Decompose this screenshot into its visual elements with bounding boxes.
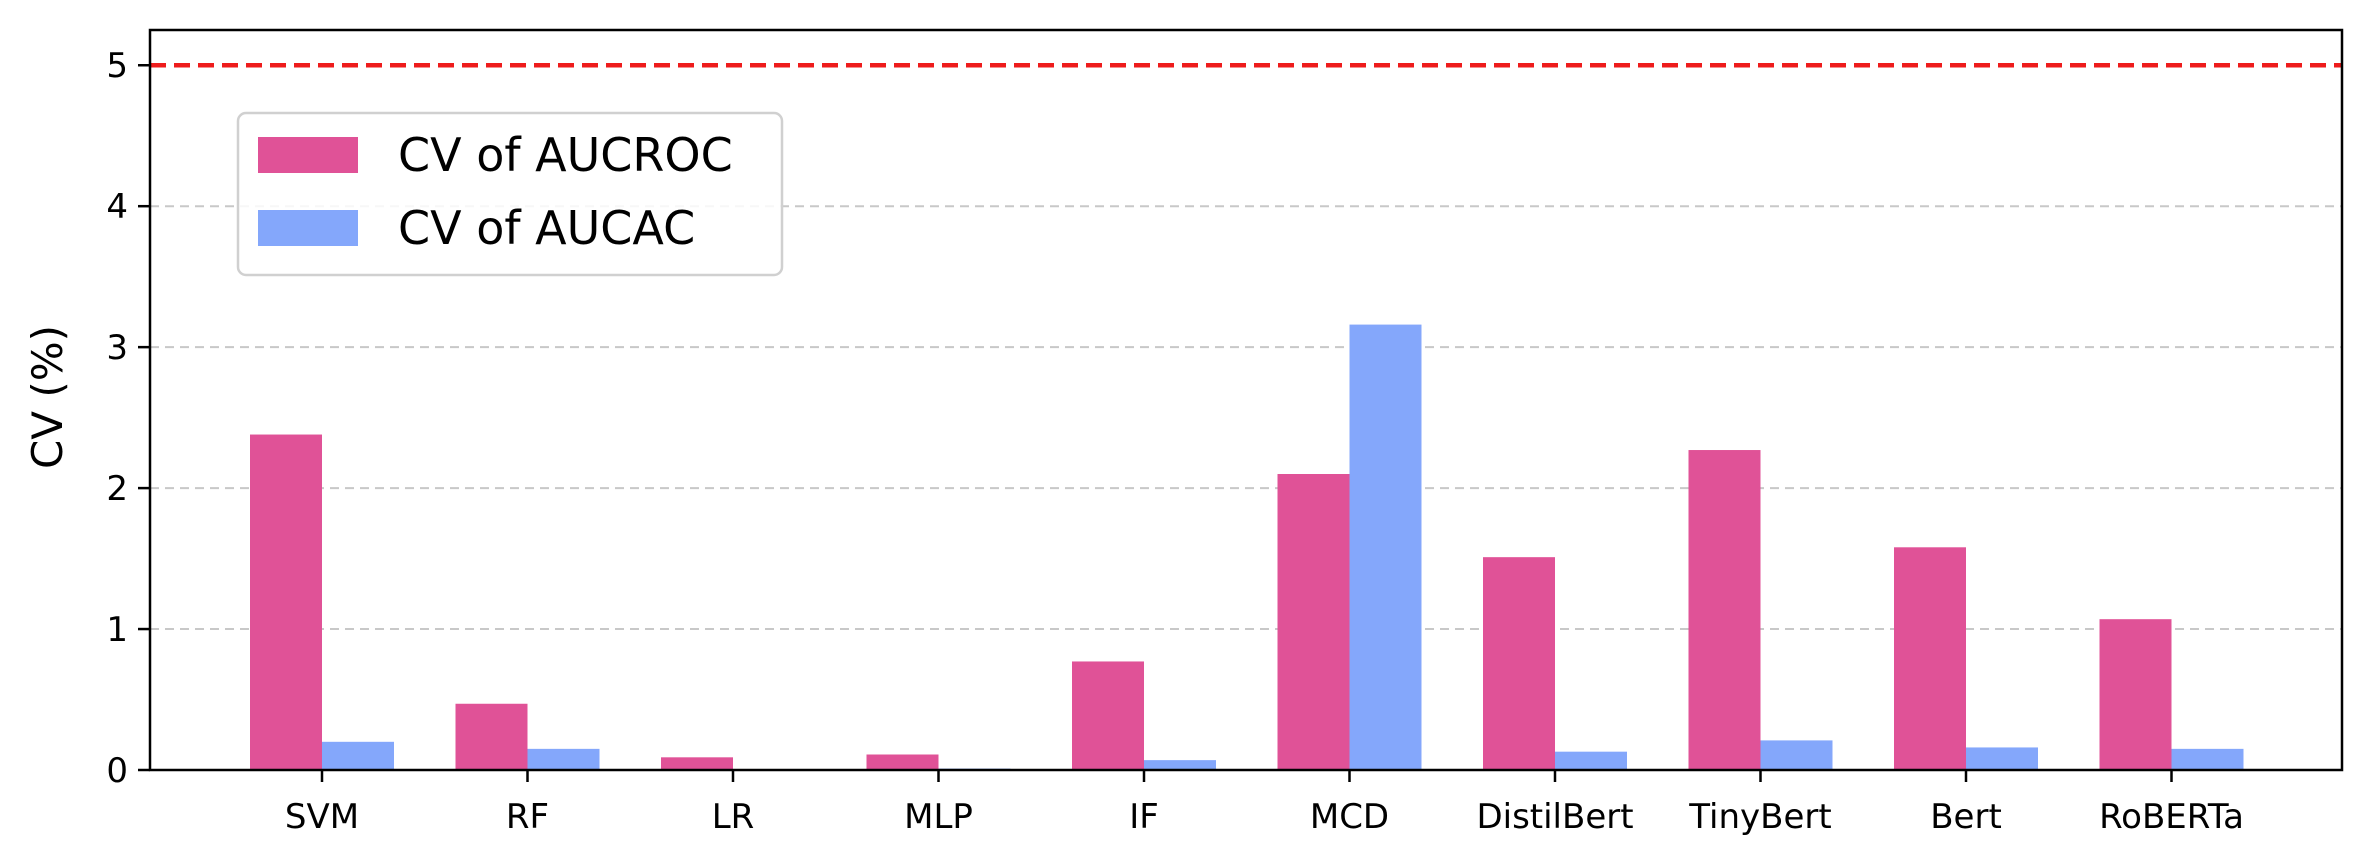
legend: CV of AUCROC CV of AUCAC	[236, 111, 784, 277]
x-tick-label-distilbert: DistilBert	[1476, 797, 1633, 837]
x-tick-label-roberta: RoBERTa	[2099, 797, 2244, 837]
legend-swatch-aucroc	[258, 137, 358, 173]
bar-aucac-rf	[527, 748, 600, 770]
x-tick-label-bert: Bert	[1930, 797, 2002, 837]
x-tick-label-svm: SVM	[285, 797, 359, 837]
bar-aucroc-mlp	[866, 754, 939, 770]
bar-aucac-if	[1144, 760, 1216, 770]
y-tick-label: 1	[106, 610, 128, 650]
legend-swatch-aucac	[258, 210, 358, 246]
bar-aucroc-rf	[455, 703, 528, 770]
x-tick-label-tinybert: TinyBert	[1688, 797, 1831, 837]
x-tick-label-mcd: MCD	[1310, 797, 1389, 837]
bar-aucroc-roberta	[2099, 619, 2172, 770]
bar-aucroc-tinybert	[1688, 450, 1761, 770]
x-tick-label-if: IF	[1129, 797, 1159, 837]
bar-aucroc-distilbert	[1483, 557, 1555, 770]
x-tick-label-rf: RF	[506, 797, 549, 837]
bar-aucac-tinybert	[1760, 740, 1833, 770]
x-tick-label-lr: LR	[712, 797, 755, 837]
x-tick-label-mlp: MLP	[904, 797, 973, 837]
y-axis-label: CV (%)	[23, 325, 72, 469]
bar-aucroc-svm	[250, 434, 322, 770]
bar-aucac-distilbert	[1555, 751, 1627, 770]
bars	[250, 324, 2244, 770]
bar-aucac-bert	[1966, 747, 2038, 770]
bar-aucroc-mcd	[1277, 474, 1350, 770]
legend-label-aucac: CV of AUCAC	[398, 201, 695, 255]
bar-aucroc-lr	[661, 757, 733, 770]
y-tick-label: 3	[106, 328, 128, 368]
bar-aucac-svm	[322, 741, 394, 770]
legend-box	[236, 111, 784, 277]
y-tick-label: 2	[106, 469, 128, 509]
legend-label-aucroc: CV of AUCROC	[398, 128, 733, 182]
y-tick-label: 0	[106, 751, 128, 791]
bar-aucac-mcd	[1349, 324, 1422, 770]
y-tick-label: 5	[106, 46, 128, 86]
axes: 0 1 2 3 4 5 SVM RF LR MLP IF MCD DistilBert TinyBert B…	[106, 28, 2344, 837]
plot-frame	[148, 28, 2344, 772]
bar-aucroc-bert	[1894, 547, 1966, 770]
bar-aucac-roberta	[2171, 748, 2244, 770]
y-tick-label: 4	[106, 187, 128, 227]
bar-aucroc-if	[1072, 661, 1144, 770]
